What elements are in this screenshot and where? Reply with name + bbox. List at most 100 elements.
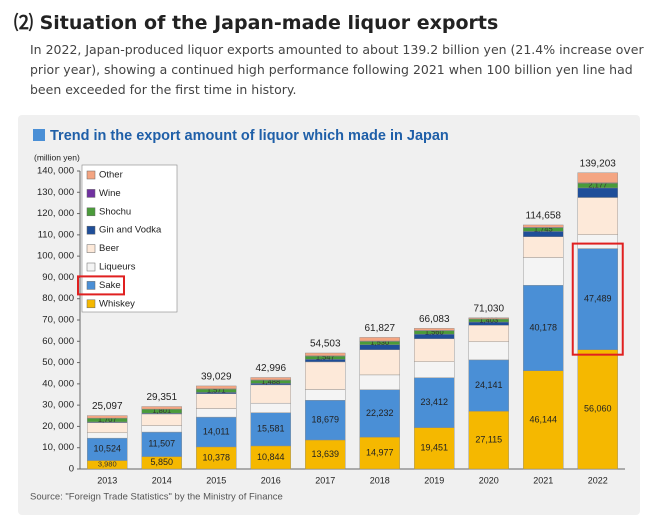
total-label: 29,351 <box>146 392 177 403</box>
bar-segment <box>414 427 455 470</box>
bar-segment <box>196 393 237 409</box>
value-label: 10,844 <box>257 452 285 462</box>
value-label: 1,745 <box>534 225 553 234</box>
y-unit: (million yen) <box>34 152 80 162</box>
value-label: 5,850 <box>150 457 173 467</box>
bar-segment <box>577 248 618 350</box>
x-tick-label: 2019 <box>424 475 444 485</box>
bar-segment <box>359 389 400 438</box>
bar-segment <box>87 415 128 419</box>
bar-segment <box>250 377 291 381</box>
total-label: 42,996 <box>255 363 286 374</box>
y-tick-label: 0 <box>69 464 74 475</box>
total-label: 25,097 <box>92 401 123 412</box>
bar-segment <box>196 416 237 448</box>
title-icon <box>33 129 45 141</box>
bar-segment <box>250 384 291 404</box>
y-tick-label: 40, 000 <box>42 378 74 389</box>
value-label: 1,560 <box>425 327 444 336</box>
value-label: 15,581 <box>257 424 285 434</box>
bar-segment <box>468 325 509 343</box>
value-label: 22,232 <box>366 408 394 418</box>
bar-segment <box>468 317 509 319</box>
value-label: 11,507 <box>148 439 175 449</box>
bar-segment <box>196 385 237 389</box>
bar-segment <box>305 361 346 390</box>
value-label: 3,980 <box>98 460 117 469</box>
legend-swatch <box>86 225 96 235</box>
x-tick-label: 2017 <box>315 475 335 485</box>
legend-swatch <box>86 170 96 180</box>
value-label: 27,115 <box>475 435 502 445</box>
bar-segment <box>577 349 618 470</box>
value-label: 13,639 <box>311 449 339 459</box>
x-tick-label: 2021 <box>533 475 553 485</box>
bar-segment <box>141 425 182 433</box>
x-tick-label: 2013 <box>97 475 117 485</box>
legend-swatch <box>86 262 96 272</box>
value-label: 1,707 <box>98 415 117 424</box>
legend-swatch <box>86 207 96 217</box>
source: Source: "Foreign Trade Statistics" by th… <box>30 492 283 503</box>
bar-segment <box>305 400 346 441</box>
bar-segment <box>359 349 400 376</box>
value-label: 56,060 <box>584 404 612 414</box>
value-label: 10,378 <box>202 452 230 462</box>
bar-segment <box>523 236 564 258</box>
bar-highlight <box>571 242 624 356</box>
bar-segment <box>414 377 455 428</box>
legend-label: Gin and Vodka <box>99 225 162 236</box>
y-tick-label: 10, 000 <box>42 442 74 453</box>
value-label: 14,977 <box>366 447 394 457</box>
y-tick-label: 130, 000 <box>37 187 74 198</box>
value-label: 1,571 <box>207 386 226 395</box>
y-tick-label: 60, 000 <box>42 336 74 347</box>
legend-swatch <box>86 244 96 253</box>
y-tick-label: 80, 000 <box>42 293 74 304</box>
bar-segment <box>359 337 400 342</box>
bar-segment <box>141 431 182 457</box>
bar-segment <box>305 439 346 470</box>
total-label: 54,503 <box>310 339 341 350</box>
value-label: 46,144 <box>529 414 557 424</box>
legend-label: Shochu <box>99 206 131 217</box>
value-label: 24,141 <box>475 380 503 390</box>
legend-box <box>81 164 178 313</box>
y-tick-label: 50, 000 <box>42 357 74 368</box>
bar-segment <box>523 224 564 228</box>
value-label: 1,547 <box>316 353 335 362</box>
y-tick-label: 90, 000 <box>42 272 74 283</box>
chart-title: Trend in the export amount of liquor whi… <box>50 128 449 144</box>
bar-segment <box>305 352 346 356</box>
bar-segment <box>523 285 564 371</box>
value-label: 47,489 <box>584 294 612 304</box>
legend-highlight <box>77 275 125 296</box>
value-label: 2,177 <box>588 181 607 190</box>
bar-segment <box>414 328 455 331</box>
value-label: 1,403 <box>479 316 498 325</box>
bar-segment <box>523 257 564 286</box>
bar-segment <box>305 389 346 401</box>
x-tick-label: 2020 <box>479 475 499 485</box>
total-label: 71,030 <box>473 303 504 314</box>
legend-label: Sake <box>99 280 121 291</box>
value-label: 1,801 <box>152 406 171 415</box>
y-tick-label: 110, 000 <box>38 229 74 240</box>
value-label: 23,412 <box>420 397 448 407</box>
legend-label: Other <box>99 170 123 181</box>
y-tick-label: 30, 000 <box>42 400 74 411</box>
bar-segment <box>468 341 509 361</box>
value-label: 14,011 <box>203 426 230 436</box>
bar-segment <box>196 408 237 418</box>
legend-label: Beer <box>99 243 119 254</box>
bar-segment <box>468 359 509 412</box>
bar-segment <box>577 172 618 183</box>
intro-text: In 2022, Japan-produced liquor exports a… <box>30 42 644 97</box>
bar-segment <box>414 338 455 362</box>
bar-segment <box>141 406 182 410</box>
y-tick-label: 100, 000 <box>37 251 74 262</box>
bar-segment <box>141 413 182 426</box>
bar-segment <box>359 436 400 470</box>
bar-segment <box>577 197 618 235</box>
